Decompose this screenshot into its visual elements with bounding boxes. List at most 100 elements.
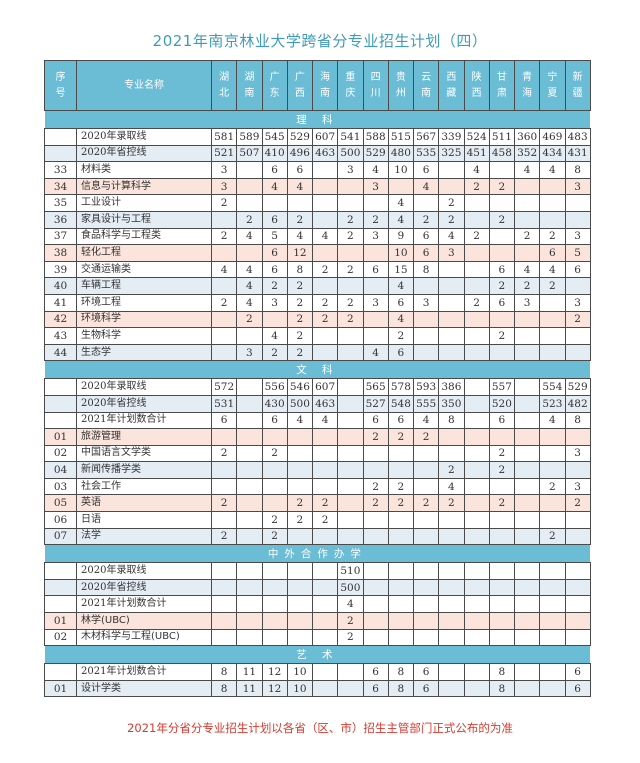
value-cell [387,461,415,479]
value-cell: 2 [412,428,440,446]
value-cell: 572 [210,378,238,396]
value-cell: 2 [539,227,566,246]
value-cell: 431 [564,144,591,163]
value-cell [438,444,465,463]
header-province: 宁夏 [539,60,566,111]
value-cell: 5 [261,227,288,246]
seq-cell [44,663,77,681]
value-cell [513,663,541,681]
value-cell [564,612,591,630]
value-cell [311,477,339,496]
value-cell [337,679,364,698]
seq-cell: 40 [44,277,77,295]
value-cell: 2 [311,260,339,279]
value-cell: 2 [539,277,566,295]
value-cell: 3 [362,227,389,246]
value-cell [412,310,440,329]
major-name-cell: 英语 [76,494,212,513]
value-cell [362,244,389,262]
value-cell [463,511,490,529]
value-cell [488,194,516,212]
value-cell [488,244,516,262]
value-cell [210,595,238,614]
value-cell [463,527,490,546]
value-cell [564,595,591,614]
value-cell: 2 [286,210,314,229]
value-cell: 2 [210,293,238,312]
value-cell [463,194,490,212]
value-cell: 2 [564,310,591,329]
value-cell [362,562,389,580]
value-cell: 4 [539,260,566,279]
value-cell [210,210,238,229]
value-cell: 3 [564,177,591,196]
major-name-cell: 环境工程 [76,293,212,312]
major-name-cell: 中国语言文学类 [76,444,212,463]
value-cell [539,511,566,529]
value-cell [488,343,516,362]
value-cell [513,177,541,196]
major-name-cell: 2020年省控线 [76,144,212,163]
value-cell [488,310,516,329]
value-cell [236,578,263,597]
table-row: 04 新闻传播学类 2 2 [44,461,591,479]
value-cell [438,578,465,597]
value-cell [286,578,314,597]
seq-cell: 02 [44,628,77,647]
value-cell: 2 [463,293,490,312]
value-cell: 529 [362,144,389,163]
major-name-cell: 交通运输类 [76,260,212,279]
value-cell: 2 [311,293,339,312]
value-cell: 4 [311,411,339,430]
seq-cell: 39 [44,260,77,279]
value-cell: 4 [362,161,389,179]
value-cell [513,394,541,413]
value-cell [463,679,490,698]
value-cell [438,177,465,196]
value-cell [311,663,339,681]
seq-cell: 02 [44,444,77,463]
value-cell [362,628,389,647]
value-cell [337,177,364,196]
value-cell [564,511,591,529]
major-name-cell: 2021年计划数合计 [76,663,212,681]
value-cell [236,244,263,262]
value-cell: 8 [488,679,516,698]
major-name-cell: 2020年录取线 [76,378,212,396]
value-cell: 15 [387,260,415,279]
value-cell [286,562,314,580]
value-cell [412,277,440,295]
table-row: 2020年录取线 510 [44,562,591,580]
table-row: 42 环境科学 2 2 2 2 4 2 [44,310,591,329]
table-row: 2020年录取线 572 556 546 607 565 578 593 386 557 554 52… [44,378,591,396]
value-cell [210,277,238,295]
value-cell: 515 [387,128,415,146]
major-name-cell: 食品科学与工程类 [76,227,212,246]
value-cell [337,527,364,546]
value-cell: 6 [387,343,415,362]
value-cell: 3 [362,293,389,312]
value-cell: 2 [261,277,288,295]
table-row: 33 材料类 3 6 6 3 4 10 6 4 4 4 8 [44,161,591,179]
seq-cell: 38 [44,244,77,262]
value-cell: 12 [261,679,288,698]
value-cell: 6 [412,161,440,179]
table-row: 2020年省控线 531 430 500 463 527 548 555 350 520 523 48… [44,394,591,413]
seq-cell: 44 [44,343,77,362]
value-cell: 2 [236,310,263,329]
value-cell [236,177,263,196]
value-cell [412,343,440,362]
header-province: 海南 [311,60,339,111]
value-cell [362,194,389,212]
table-row: 39 交通运输类 4 4 6 8 2 2 6 15 8 6 4 4 6 [44,260,591,279]
value-cell [463,394,490,413]
value-cell: 8 [564,161,591,179]
major-name-cell: 社会工作 [76,477,212,496]
value-cell: 4 [387,310,415,329]
value-cell: 6 [362,411,389,430]
table-row: 01 林学(UBC) 2 [44,612,591,630]
value-cell: 2 [488,461,516,479]
major-name-cell: 2021年计划数合计 [76,595,212,614]
value-cell [210,461,238,479]
value-cell: 463 [311,144,339,163]
